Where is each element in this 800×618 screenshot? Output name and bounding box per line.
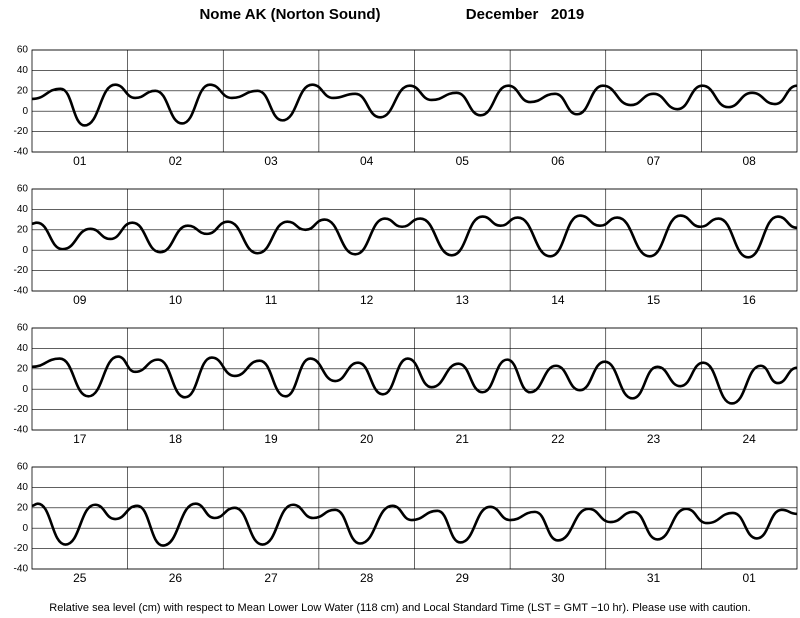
y-tick-label: 40 bbox=[17, 65, 29, 76]
y-tick-label: 40 bbox=[17, 204, 29, 215]
x-tick-label: 27 bbox=[264, 571, 278, 585]
x-tick-label: 10 bbox=[169, 293, 183, 307]
chart-subtitle: December 2019 bbox=[466, 6, 584, 23]
x-tick-label: 01 bbox=[73, 154, 87, 168]
x-tick-label: 17 bbox=[73, 432, 87, 446]
y-tick-label: 0 bbox=[22, 523, 28, 534]
y-tick-label: 20 bbox=[17, 502, 29, 513]
x-tick-label: 29 bbox=[456, 571, 470, 585]
x-tick-label: 04 bbox=[360, 154, 374, 168]
x-tick-label: 22 bbox=[551, 432, 565, 446]
y-tick-label: 60 bbox=[17, 462, 29, 473]
plot-frame bbox=[31, 49, 798, 153]
x-tick-label: 02 bbox=[169, 154, 183, 168]
x-tick-label: 30 bbox=[551, 571, 565, 585]
y-tick-label: -40 bbox=[14, 425, 29, 436]
x-tick-label: 31 bbox=[647, 571, 661, 585]
y-tick-label: -20 bbox=[14, 404, 29, 415]
tide-line bbox=[31, 83, 798, 127]
y-tick-label: 0 bbox=[22, 245, 28, 256]
plot-frame bbox=[31, 466, 798, 570]
x-tick-label: 01 bbox=[743, 571, 757, 585]
x-tick-label: 07 bbox=[647, 154, 661, 168]
y-tick-label: 0 bbox=[22, 106, 28, 117]
x-tick-label: 25 bbox=[73, 571, 87, 585]
plot-frame bbox=[31, 327, 798, 431]
y-tick-label: -40 bbox=[14, 286, 29, 297]
x-tick-label: 19 bbox=[264, 432, 278, 446]
y-tick-label: 0 bbox=[22, 384, 28, 395]
x-tick-label: 11 bbox=[265, 293, 278, 307]
y-tick-label: 20 bbox=[17, 363, 29, 374]
y-tick-label: -20 bbox=[14, 543, 29, 554]
tide-line bbox=[31, 502, 798, 547]
y-tick-label: 20 bbox=[17, 85, 29, 96]
y-tick-label: 40 bbox=[17, 343, 29, 354]
x-tick-label: 16 bbox=[743, 293, 757, 307]
tide-line bbox=[31, 355, 798, 405]
x-tick-label: 13 bbox=[456, 293, 470, 307]
x-tick-label: 06 bbox=[551, 154, 565, 168]
chart-title: Nome AK (Norton Sound) bbox=[199, 6, 380, 23]
x-tick-label: 23 bbox=[647, 432, 661, 446]
x-tick-label: 21 bbox=[456, 432, 470, 446]
y-tick-label: -20 bbox=[14, 265, 29, 276]
x-tick-label: 20 bbox=[360, 432, 374, 446]
x-tick-label: 08 bbox=[743, 154, 757, 168]
y-tick-label: 60 bbox=[17, 45, 29, 56]
x-tick-label: 09 bbox=[73, 293, 87, 307]
y-tick-label: -20 bbox=[14, 126, 29, 137]
x-tick-label: 15 bbox=[647, 293, 661, 307]
y-tick-label: -40 bbox=[14, 564, 29, 575]
x-tick-label: 03 bbox=[264, 154, 278, 168]
x-tick-label: 26 bbox=[169, 571, 183, 585]
x-tick-label: 12 bbox=[360, 293, 374, 307]
x-tick-label: 18 bbox=[169, 432, 183, 446]
y-tick-label: 20 bbox=[17, 224, 29, 235]
footnote: Relative sea level (cm) with respect to … bbox=[49, 602, 750, 614]
y-tick-label: 60 bbox=[17, 184, 29, 195]
y-tick-label: -40 bbox=[14, 147, 29, 158]
x-tick-label: 05 bbox=[456, 154, 470, 168]
x-tick-label: 24 bbox=[743, 432, 757, 446]
x-tick-label: 28 bbox=[360, 571, 374, 585]
x-tick-label: 14 bbox=[551, 293, 565, 307]
y-tick-label: 40 bbox=[17, 482, 29, 493]
y-tick-label: 60 bbox=[17, 323, 29, 334]
tide-line bbox=[31, 214, 798, 259]
plot-frame bbox=[31, 188, 798, 292]
